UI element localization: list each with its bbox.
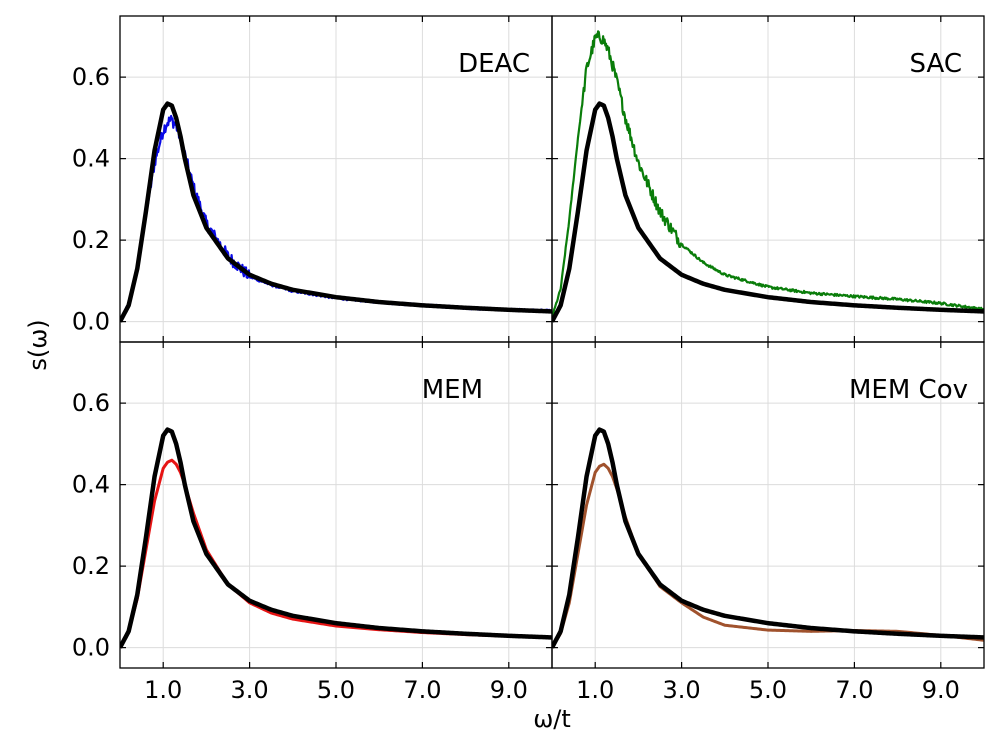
plot-area (552, 427, 984, 649)
panel-frame (551, 341, 985, 669)
series-line-sac (552, 30, 984, 318)
panel-mem-cov: 1.0 3.0 5.0 7.0 9.0 MEM Cov (551, 341, 985, 704)
x-tick-label: 3.0 (231, 676, 269, 704)
reference-line (120, 101, 552, 323)
plot-area (552, 30, 984, 323)
panel-label: MEM (422, 375, 483, 405)
reference-line (120, 427, 552, 649)
x-tick-label: 1.0 (144, 676, 182, 704)
y-tick-label: 0.4 (72, 471, 110, 499)
x-tick-label: 7.0 (403, 676, 441, 704)
panel-label: MEM Cov (849, 375, 968, 405)
y-tick-label: 0.6 (72, 389, 110, 417)
x-tick-label: 5.0 (749, 676, 787, 704)
panel-deac: 0.0 0.2 0.4 0.6 DEAC (72, 15, 553, 343)
x-tick-label: 9.0 (490, 676, 528, 704)
x-axis-label: ω/t (533, 705, 571, 733)
reference-line (552, 427, 984, 649)
y-axis-label: s(ω) (24, 319, 52, 370)
y-tick-label: 0.2 (72, 552, 110, 580)
y-tick-label: 0.0 (72, 308, 110, 336)
x-tick-label: 5.0 (317, 676, 355, 704)
x-tick-label: 7.0 (835, 676, 873, 704)
panel-mem: 0.0 0.2 0.4 0.6 1.0 3.0 5.0 7.0 9.0 MEM (72, 341, 553, 704)
plot-area (120, 101, 552, 323)
panels: 0.0 0.2 0.4 0.6 DEAC SAC 0.0 0.2 0.4 0.6 1.0 3.0 5.0… (72, 15, 985, 704)
panel-label: SAC (910, 49, 962, 79)
plot-area (120, 427, 552, 649)
x-tick-label: 1.0 (576, 676, 614, 704)
reference-line (552, 101, 984, 323)
panel-sac: SAC (551, 15, 985, 343)
x-tick-label: 3.0 (663, 676, 701, 704)
y-tick-label: 0.2 (72, 226, 110, 254)
x-tick-label: 9.0 (922, 676, 960, 704)
panel-label: DEAC (458, 49, 530, 79)
y-tick-label: 0.6 (72, 63, 110, 91)
y-tick-label: 0.0 (72, 634, 110, 662)
y-tick-label: 0.4 (72, 145, 110, 173)
